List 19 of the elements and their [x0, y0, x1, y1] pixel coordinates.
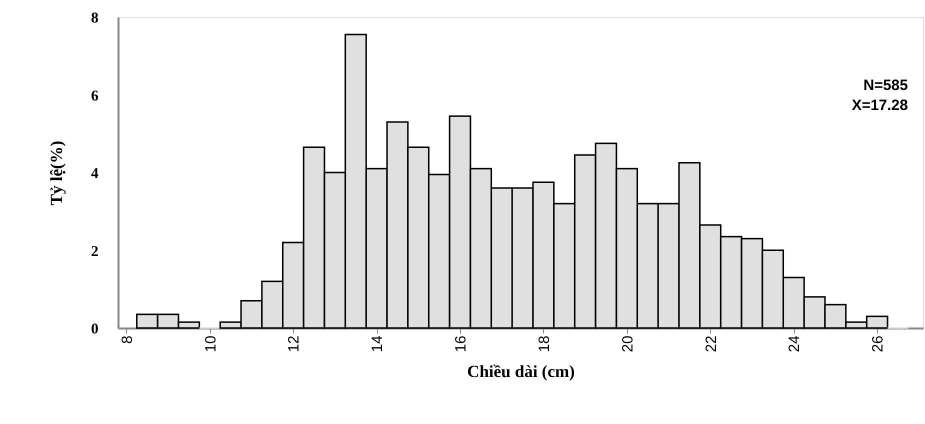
annotation: N=585: [863, 77, 908, 94]
x-tick-label: 18: [536, 336, 553, 352]
x-tick-label: 16: [452, 336, 470, 352]
y-tick-label: 8: [91, 10, 98, 26]
y-tick-label: 2: [91, 244, 98, 260]
x-tick-label: 22: [702, 336, 720, 352]
x-tick-label: 24: [786, 336, 804, 352]
y-tick-label: 4: [91, 166, 99, 182]
x-tick-label: 26: [870, 336, 887, 352]
x-tick-label: 14: [369, 336, 386, 352]
x-axis-title: Chiều dài (cm): [467, 362, 575, 382]
y-tick-label: 6: [91, 88, 99, 104]
y-tick-label: 0: [91, 322, 98, 338]
x-tick-label: 20: [619, 336, 636, 352]
x-tick-label: 8: [118, 336, 136, 344]
x-tick-label: 12: [286, 336, 303, 352]
x-tick-label: 10: [202, 336, 220, 352]
annotation: X=17.28: [852, 97, 908, 114]
y-axis-title: Tỷ lệ(%): [47, 140, 66, 206]
